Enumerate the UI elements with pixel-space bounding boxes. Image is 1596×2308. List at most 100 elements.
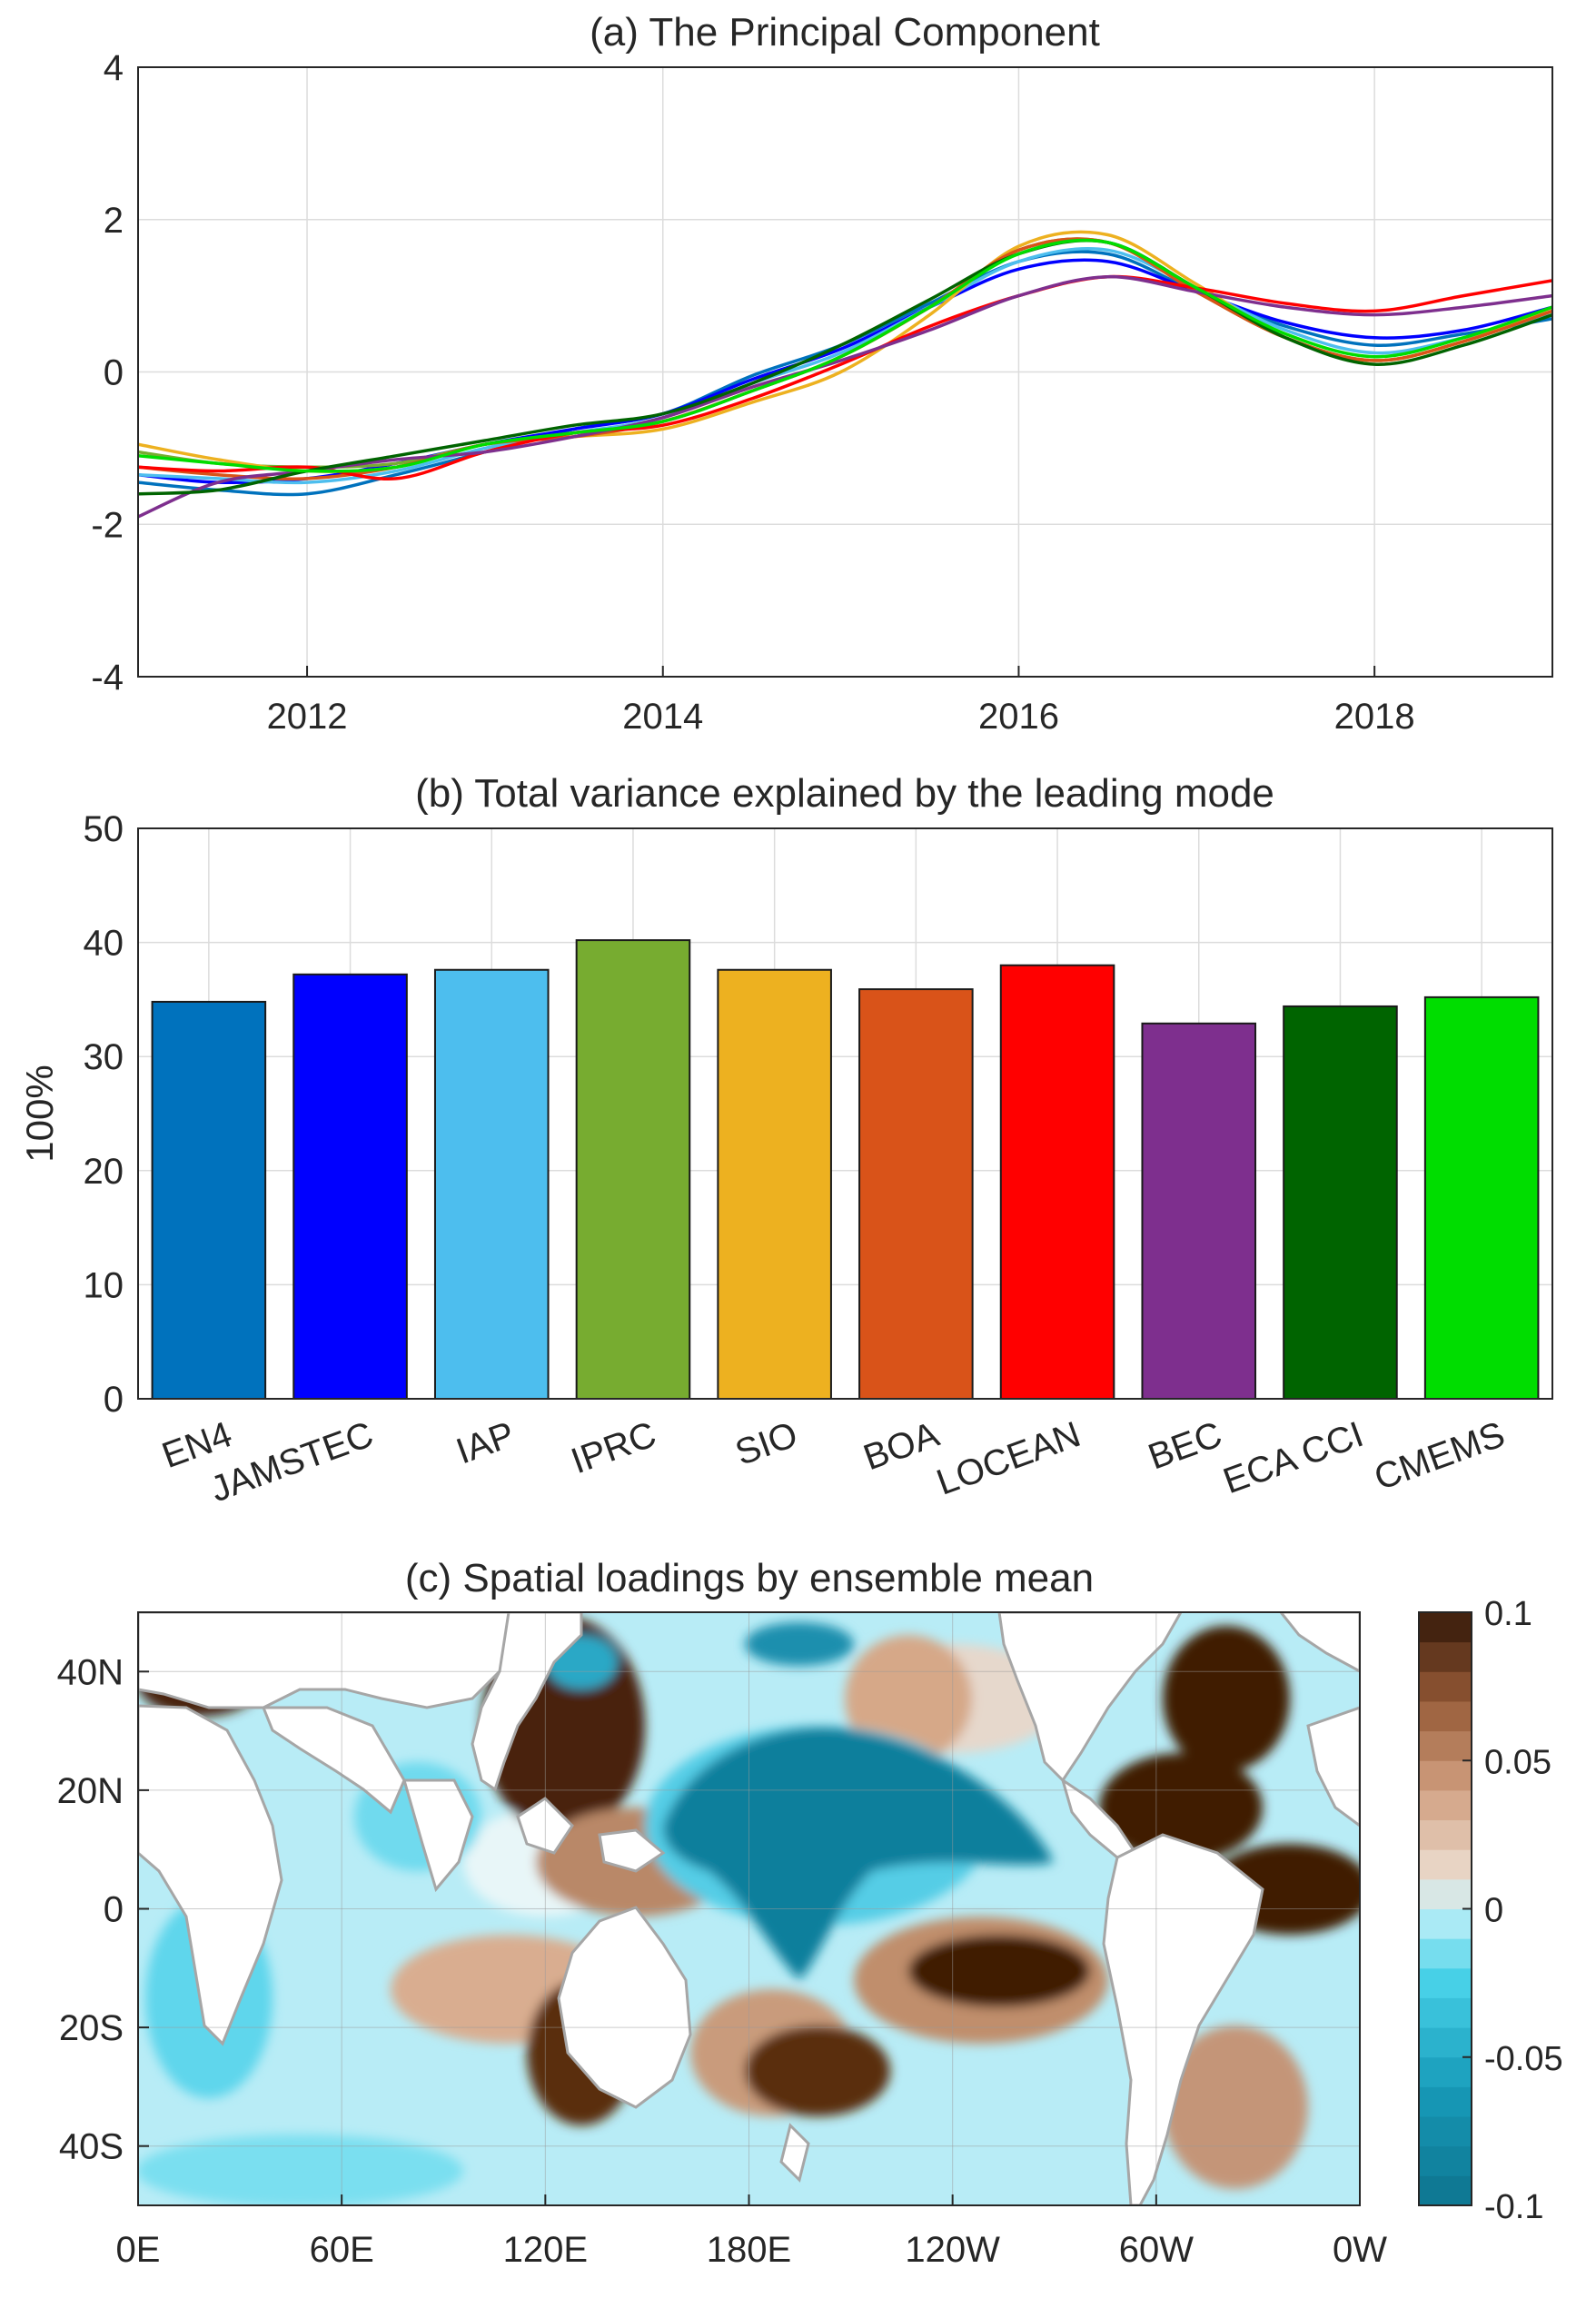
southern-ocean-negative xyxy=(138,2135,463,2205)
colorbar-level xyxy=(1419,1938,1472,1969)
panel-c-y-tick-label: 20N xyxy=(57,1771,124,1811)
colorbar-level xyxy=(1419,2175,1472,2206)
panel-c-x-tick-label: 120W xyxy=(905,2230,1000,2270)
panel-c-grid xyxy=(137,1612,1361,2205)
panel-b-x-tick-label: CMEMS xyxy=(1369,1414,1510,1498)
panel-c-x-tick-label: 120E xyxy=(503,2230,588,2270)
australia-land xyxy=(557,1906,692,2109)
colorbar-tick-label: -0.05 xyxy=(1484,2040,1563,2078)
new-guinea-land xyxy=(598,1828,666,1873)
panel-c-x-tick-label: 60W xyxy=(1119,2230,1194,2270)
colorbar-level xyxy=(1419,1730,1472,1761)
bar-iprc xyxy=(575,939,691,1400)
panel-b-y-tick-label: 50 xyxy=(84,809,124,849)
panel-b-x-tick-label: BEC xyxy=(1143,1414,1226,1477)
panel-b-x-tick-label: ECA CCI xyxy=(1218,1414,1368,1501)
panel-b-x-tick-label: IPRC xyxy=(566,1414,661,1481)
colorbar-level xyxy=(1419,2027,1472,2058)
panel-c-x-tick-label: 180E xyxy=(707,2230,791,2270)
panel-a-x-tick-label: 2018 xyxy=(1334,697,1415,737)
panel-a-series-lines xyxy=(138,230,1552,519)
panel-c-x-tick-label: 60E xyxy=(310,2230,374,2270)
panel-b-x-tick-label: BOA xyxy=(858,1414,945,1478)
west-africa-land xyxy=(1306,1706,1360,1828)
bar-cmems xyxy=(1423,996,1540,1400)
central-pacific-negative-core xyxy=(663,1727,1054,1980)
panel-a-y-tick-label: 4 xyxy=(104,48,124,88)
south-atlantic-positive xyxy=(1163,2026,1308,2189)
panel-a-axes-box xyxy=(137,66,1553,678)
panel-a-y-tick-label: 2 xyxy=(104,201,124,241)
colorbar-level xyxy=(1419,2116,1472,2147)
colorbar-levels xyxy=(1419,1612,1472,2206)
panel-c-colorbar: 0.1 0.05 0 -0.05 -0.1 xyxy=(1418,1595,1563,2226)
colorbar-level xyxy=(1419,2086,1472,2117)
panel-a-y-tick-label: -4 xyxy=(91,658,124,698)
panel-b-title: (b) Total variance explained by the lead… xyxy=(415,771,1274,816)
panel-a-principal-component: 2012 2014 2016 2018 4 2 0 -2 -4 (a) The Principa… xyxy=(91,10,1553,737)
bar-en4 xyxy=(151,1000,267,1400)
north-pacific-negative xyxy=(745,1622,854,1666)
colorbar-tick-label: 0.1 xyxy=(1484,1595,1532,1633)
colorbar-level xyxy=(1419,2056,1472,2087)
panel-b-ylabel: 100% xyxy=(18,1065,61,1162)
colorbar-level xyxy=(1419,2145,1472,2176)
colorbar-level xyxy=(1419,1641,1472,1672)
panel-a-x-tick-label: 2014 xyxy=(622,697,703,737)
series-line-iap xyxy=(138,247,1552,485)
east-asia-land xyxy=(471,1612,583,1792)
panel-a-x-tick-label: 2016 xyxy=(978,697,1059,737)
colorbar-level xyxy=(1419,1789,1472,1821)
panel-c-y-tick-label: 40N xyxy=(57,1652,124,1692)
series-line-cmems xyxy=(138,238,1552,473)
arabia-land xyxy=(261,1706,406,1815)
panel-b-x-tick-label: IAP xyxy=(451,1414,520,1471)
colorbar-level xyxy=(1419,1908,1472,1939)
panel-a-y-tick-label: 0 xyxy=(104,353,124,393)
panel-c-x-tick-label: 0E xyxy=(116,2230,161,2270)
panel-a-tick-labels: 2012 2014 2016 2018 4 2 0 -2 -4 xyxy=(91,48,1414,737)
colorbar-tick-label: 0.05 xyxy=(1484,1743,1551,1781)
colorbar-level xyxy=(1419,1612,1472,1643)
south-america-land xyxy=(1102,1833,1264,2205)
panel-b-y-tick-label: 30 xyxy=(84,1037,124,1077)
north-america-land xyxy=(997,1612,1183,1783)
panel-b-x-tick-label: SIO xyxy=(730,1414,803,1473)
series-line-eca-cci xyxy=(138,239,1552,496)
colorbar-level xyxy=(1419,1878,1472,1909)
europe-west-land xyxy=(1279,1612,1360,1673)
panel-a-x-tick-label: 2012 xyxy=(267,697,348,737)
southwest-pacific-positive xyxy=(745,2026,890,2116)
colorbar-level xyxy=(1419,1700,1472,1732)
panel-b-x-tick-label: LOCEAN xyxy=(931,1414,1085,1503)
panel-c-tick-labels: 0E 60E 120E 180E 120W 60W 0W 40N 20N 0 20S 40S xyxy=(57,1652,1388,2270)
panel-b-bars xyxy=(151,939,1540,1401)
india-land xyxy=(402,1778,474,1893)
panel-a-y-tick-label: -2 xyxy=(91,505,124,545)
bar-eca-cci xyxy=(1283,1005,1398,1401)
panel-b-y-tick-label: 40 xyxy=(84,924,124,964)
bar-iap xyxy=(433,968,550,1401)
panel-c-y-tick-label: 40S xyxy=(59,2127,124,2167)
bar-sio xyxy=(717,968,832,1401)
bar-jamstec xyxy=(292,973,408,1400)
bar-boa xyxy=(858,988,974,1400)
colorbar-level xyxy=(1419,1760,1472,1791)
panel-c-title: (c) Spatial loadings by ensemble mean xyxy=(405,1556,1094,1600)
panel-c-axes-box xyxy=(137,1611,1361,2206)
western-north-atlantic-positive xyxy=(1163,1626,1290,1771)
panel-c-y-tick-label: 0 xyxy=(104,1890,124,1930)
colorbar-level xyxy=(1419,1967,1472,1998)
panel-b-y-tick-label: 20 xyxy=(84,1152,124,1192)
southeast-pacific-positive xyxy=(908,1935,1090,2007)
northeast-pacific-positive xyxy=(845,1635,972,1762)
panel-b-y-tick-label: 10 xyxy=(84,1265,124,1305)
caribbean-positive xyxy=(1099,1753,1263,1862)
series-line-bec xyxy=(138,274,1552,519)
panel-b-y-tick-label: 0 xyxy=(104,1380,124,1420)
colorbar-tick-label: 0 xyxy=(1484,1892,1503,1930)
series-line-locean xyxy=(138,274,1552,481)
panel-b-x-tick-label: JAMSTEC xyxy=(205,1414,378,1510)
panel-b-axes-box xyxy=(137,827,1553,1400)
